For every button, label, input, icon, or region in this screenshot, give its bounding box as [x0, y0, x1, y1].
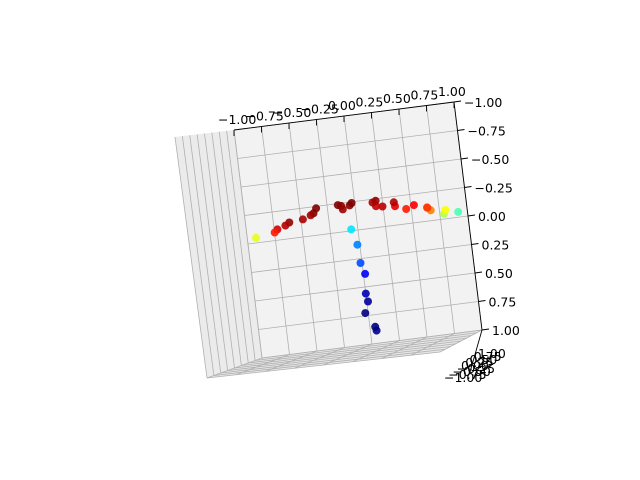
grid-line [398, 108, 428, 338]
scatter-point [389, 198, 398, 207]
grid-line [181, 136, 215, 376]
x-tick-label: −0.50 [273, 105, 311, 120]
scatter-point [353, 240, 362, 249]
grid-line [189, 135, 222, 374]
y-tick-label: 0.00 [461, 358, 489, 373]
grid-line [439, 329, 483, 353]
scatter-point [347, 199, 356, 207]
grid-line [248, 335, 472, 364]
scatter-point [371, 322, 380, 331]
grid-line [258, 301, 479, 330]
y-tick-label: −0.75 [448, 367, 486, 382]
z-tick [464, 186, 472, 188]
scatter-point [298, 215, 307, 224]
x-tick-label: −0.25 [301, 102, 339, 117]
y-tick-label: 0.25 [465, 355, 493, 370]
grid-line [254, 272, 476, 302]
axes-grid [174, 101, 483, 379]
grid-line [241, 337, 467, 366]
z-tick-label: 0.00 [478, 209, 506, 224]
scatter-point [361, 269, 370, 278]
z-tick-label: −0.25 [475, 181, 513, 196]
scatter-point [347, 225, 356, 234]
y-tick-label: −0.50 [453, 364, 491, 379]
z-tick-label: 0.50 [485, 266, 513, 281]
z-tick-label: 0.75 [489, 295, 517, 310]
z-tick-label: −1.00 [464, 95, 502, 110]
z-tick [457, 129, 465, 131]
scatter-point [270, 228, 279, 237]
scatter-point [338, 205, 347, 214]
scatter-point [361, 289, 370, 298]
y-axis-line [469, 329, 483, 373]
grid-line [247, 215, 469, 245]
z-tick [467, 214, 476, 217]
z-tick [481, 328, 490, 331]
grid-line [226, 130, 256, 361]
scatter-point [356, 259, 365, 267]
grid-line [233, 129, 263, 359]
z-tick-label: 0.25 [482, 238, 510, 253]
x-tick-label: −1.00 [218, 112, 256, 127]
y-axis-tick-labels: −1.00 −0.75 −0.50 −0.25 0.00 0.25 0.50 0… [444, 346, 506, 385]
z-tick-label: 1.00 [492, 323, 520, 338]
x-tick-label: 0.50 [383, 91, 411, 106]
x-tick-label: 0.25 [356, 95, 384, 110]
y-tick-label: −1.00 [444, 370, 482, 385]
grid-line [352, 340, 400, 363]
scatter-point [402, 205, 411, 213]
z-tick-label: −0.75 [468, 124, 506, 139]
grid-line [196, 134, 229, 371]
scatter-point [409, 201, 418, 210]
scatter-point [441, 206, 450, 214]
grid-line [174, 136, 208, 379]
grid-line [371, 112, 400, 341]
scatter-point [312, 204, 321, 213]
y-tick-label: −0.25 [457, 361, 495, 376]
axis-lines [233, 100, 490, 373]
grid-line [204, 133, 235, 369]
grid-line [323, 343, 373, 366]
z-tick [471, 243, 479, 245]
grid-line [251, 244, 472, 273]
scatter-point [378, 202, 387, 211]
scatter-point [364, 297, 372, 306]
scatter-point [306, 211, 315, 220]
y-tick-label: 1.00 [478, 346, 506, 361]
x-tick-label: −0.75 [246, 109, 284, 124]
x-tick-label: 0.00 [328, 98, 356, 113]
grid-line [211, 132, 242, 366]
grid-line [255, 332, 477, 361]
scatter-point [361, 309, 370, 318]
scatter-point [423, 203, 432, 212]
z-tick-label: −0.50 [471, 152, 509, 167]
scatter-point [454, 207, 463, 216]
scatter-points [252, 196, 463, 335]
z-tick [453, 100, 462, 103]
scatter-point [281, 221, 290, 230]
scatter-point [368, 198, 377, 207]
grid-line [426, 105, 455, 334]
z-tick [460, 157, 469, 160]
floor-pane [207, 330, 482, 378]
z-tick [474, 271, 483, 274]
z-tick [478, 300, 486, 302]
grid-line [218, 131, 249, 364]
x-tick-label: 1.00 [438, 84, 466, 99]
x-tick-label: 0.75 [411, 88, 439, 103]
y-tick-label: 0.75 [474, 349, 502, 364]
z-axis-tick-labels: −1.00 −0.75 −0.50 −0.25 0.00 0.25 0.50 0… [464, 95, 520, 338]
x-axis-tick-labels: −1.00 −0.75 −0.50 −0.25 0.00 0.25 0.50 0… [218, 84, 466, 127]
grid-line [410, 333, 455, 356]
scatter-point [252, 233, 260, 242]
grid-line [261, 329, 483, 359]
y-tick-label: 0.50 [470, 352, 498, 367]
grid-line [381, 336, 428, 359]
